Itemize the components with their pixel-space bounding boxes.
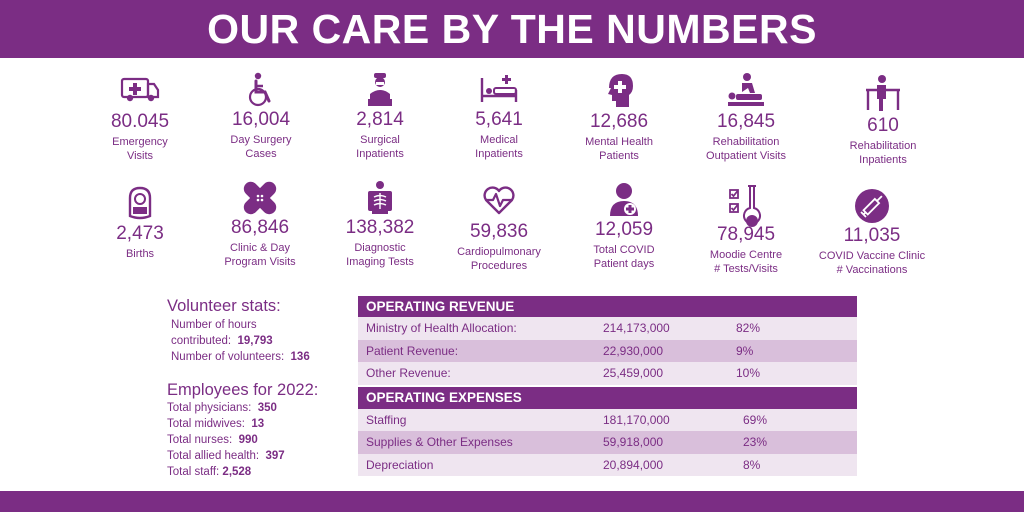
stat-label: Mental Health Patients [585,136,653,162]
patient-cross-icon [560,182,688,218]
stat-label: Cardiopulmonary Procedures [457,246,541,272]
stat-value: 16,004 [231,109,291,130]
stat-surgical-inpatients: 2,814 Surgical Inpatients [316,72,444,161]
page-title: OUR CARE BY THE NUMBERS [207,5,817,52]
volunteer-title: Volunteer stats: [167,297,281,315]
stat-clinic-day-program: 86,846 Clinic & Day Program Visits [196,180,324,269]
stat-value: 78,945 [716,224,776,245]
walker-icon [819,74,947,114]
operating-expenses-header: OPERATING EXPENSES [358,386,857,409]
stat-value: 2,473 [116,223,164,244]
financial-table: OPERATING REVENUE Ministry of Health All… [358,296,857,476]
stat-day-surgery: 16,004 Day Surgery Cases [197,72,325,161]
stat-label: Surgical Inpatients [356,134,404,160]
stat-medical-inpatients: 5,641 Medical Inpatients [435,72,563,161]
stat-label: Medical Inpatients [475,134,523,160]
employee-row: Total allied health: 397 [167,450,285,462]
stat-label: Clinic & Day Program Visits [224,242,296,268]
stat-label: COVID Vaccine Clinic # Vaccinations [818,250,926,276]
stat-value: 5,641 [475,109,523,130]
hours-value: 19,793 [237,335,273,347]
stat-emergency-visits: 80.045 Emergency Visits [76,74,204,163]
title-banner: OUR CARE BY THE NUMBERS [0,0,1024,58]
employee-stats: Employees for 2022: Total physicians: 35… [167,380,347,480]
stat-value: 138,382 [345,217,415,238]
head-cross-icon [555,72,683,110]
stat-rehab-outpatient: 16,845 Rehabilitation Outpatient Visits [682,72,810,163]
stat-rehab-inpatients: 610 Rehabilitation Inpatients [819,74,947,167]
volunteer-stats: Volunteer stats: Number of hours contrib… [167,296,347,365]
stat-label: Births [125,248,155,260]
employee-row: Total physicians: 350 [167,402,277,414]
stat-diagnostic-imaging: 138,382 Diagnostic Imaging Tests [316,180,444,269]
table-row: Supplies & Other Expenses 59,918,000 23% [358,431,857,454]
surgeon-icon [316,72,444,108]
table-row: Depreciation 20,894,000 8% [358,453,857,476]
stat-value: 2,814 [356,109,404,130]
wheelchair-icon [197,72,325,108]
employee-row: Total midwives: 13 [167,418,265,430]
bandage-icon [196,180,324,216]
table-row: Ministry of Health Allocation: 214,173,0… [358,317,857,340]
stat-label: Emergency Visits [112,136,168,162]
table-row: Staffing 181,170,000 69% [358,408,857,431]
employee-row: Total staff: 2,528 [167,466,252,478]
stat-value: 610 [867,115,899,136]
stat-moodie-centre: 78,945 Moodie Centre # Tests/Visits [682,184,810,276]
massage-therapy-icon [682,72,810,110]
stat-label: Rehabilitation Outpatient Visits [706,136,786,162]
stat-value: 11,035 [843,225,901,246]
footer-bar [0,491,1024,512]
stat-value: 16,845 [716,111,776,132]
stat-value: 86,846 [230,217,290,238]
stat-value: 59,836 [469,221,529,242]
operating-revenue-header: OPERATING REVENUE [358,296,857,317]
stat-value: 80.045 [110,111,170,132]
xray-icon [316,180,444,216]
employees-title: Employees for 2022: [167,381,319,399]
volunteers-value: 136 [290,351,310,363]
stat-value: 12,686 [589,111,649,132]
table-row: Other Revenue: 25,459,000 10% [358,362,857,385]
test-tube-checklist-icon [682,184,810,230]
stat-label: Diagnostic Imaging Tests [346,242,414,268]
stat-cardiopulmonary: 59,836 Cardiopulmonary Procedures [435,184,563,273]
stat-value: 12,059 [594,219,654,240]
stat-label: Rehabilitation Inpatients [849,140,917,166]
stat-label: Moodie Centre # Tests/Visits [709,249,783,275]
heart-pulse-icon [435,184,563,220]
table-row: Patient Revenue: 22,930,000 9% [358,339,857,362]
stat-covid-patient-days: 12,059 Total COVID Patient days [560,182,688,271]
volunteers-row: Number of volunteers: 136 [171,351,310,363]
baby-icon [76,186,204,222]
hours-label: Number of hours [171,319,257,331]
ambulance-icon [76,74,204,110]
stat-mental-health: 12,686 Mental Health Patients [555,72,683,163]
stat-label: Day Surgery Cases [230,134,292,160]
stat-covid-vaccine-clinic: 11,035 COVID Vaccine Clinic # Vaccination… [808,188,936,277]
stat-births: 2,473 Births [76,186,204,261]
stat-label: Total COVID Patient days [593,244,655,270]
syringe-icon [808,188,936,224]
hours-row: contributed: 19,793 [171,335,273,347]
employee-row: Total nurses: 990 [167,434,258,446]
hospital-bed-icon [435,72,563,108]
